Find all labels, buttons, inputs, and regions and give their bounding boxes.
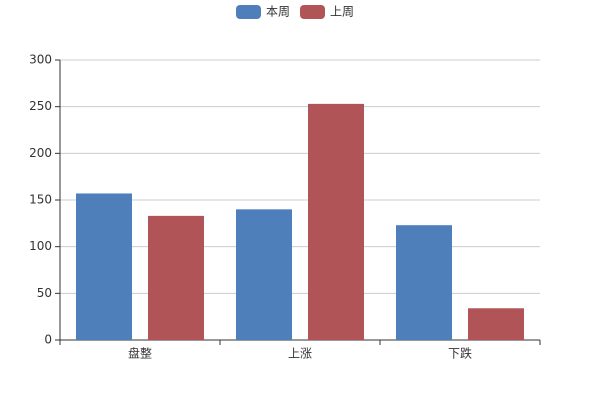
bar [308, 103, 364, 340]
legend-icon[interactable] [300, 5, 325, 19]
legend-icon[interactable] [236, 5, 261, 19]
y-tick-label: 200 [29, 146, 52, 160]
y-tick-label: 50 [37, 286, 52, 300]
y-tick-label: 300 [29, 53, 52, 67]
bar [468, 308, 524, 340]
legend-label[interactable]: 本周 [266, 5, 290, 19]
y-tick-label: 100 [29, 239, 52, 253]
bar [236, 209, 292, 340]
legend-label[interactable]: 上周 [330, 5, 354, 19]
x-tick-label: 上涨 [288, 346, 312, 361]
bar [148, 215, 204, 340]
y-tick-label: 0 [44, 333, 52, 347]
x-tick-label: 下跌 [448, 346, 472, 361]
bar [396, 225, 452, 340]
y-tick-label: 150 [29, 193, 52, 207]
y-tick-label: 250 [29, 99, 52, 113]
bar [76, 193, 132, 340]
x-tick-label: 盘整 [128, 346, 152, 361]
